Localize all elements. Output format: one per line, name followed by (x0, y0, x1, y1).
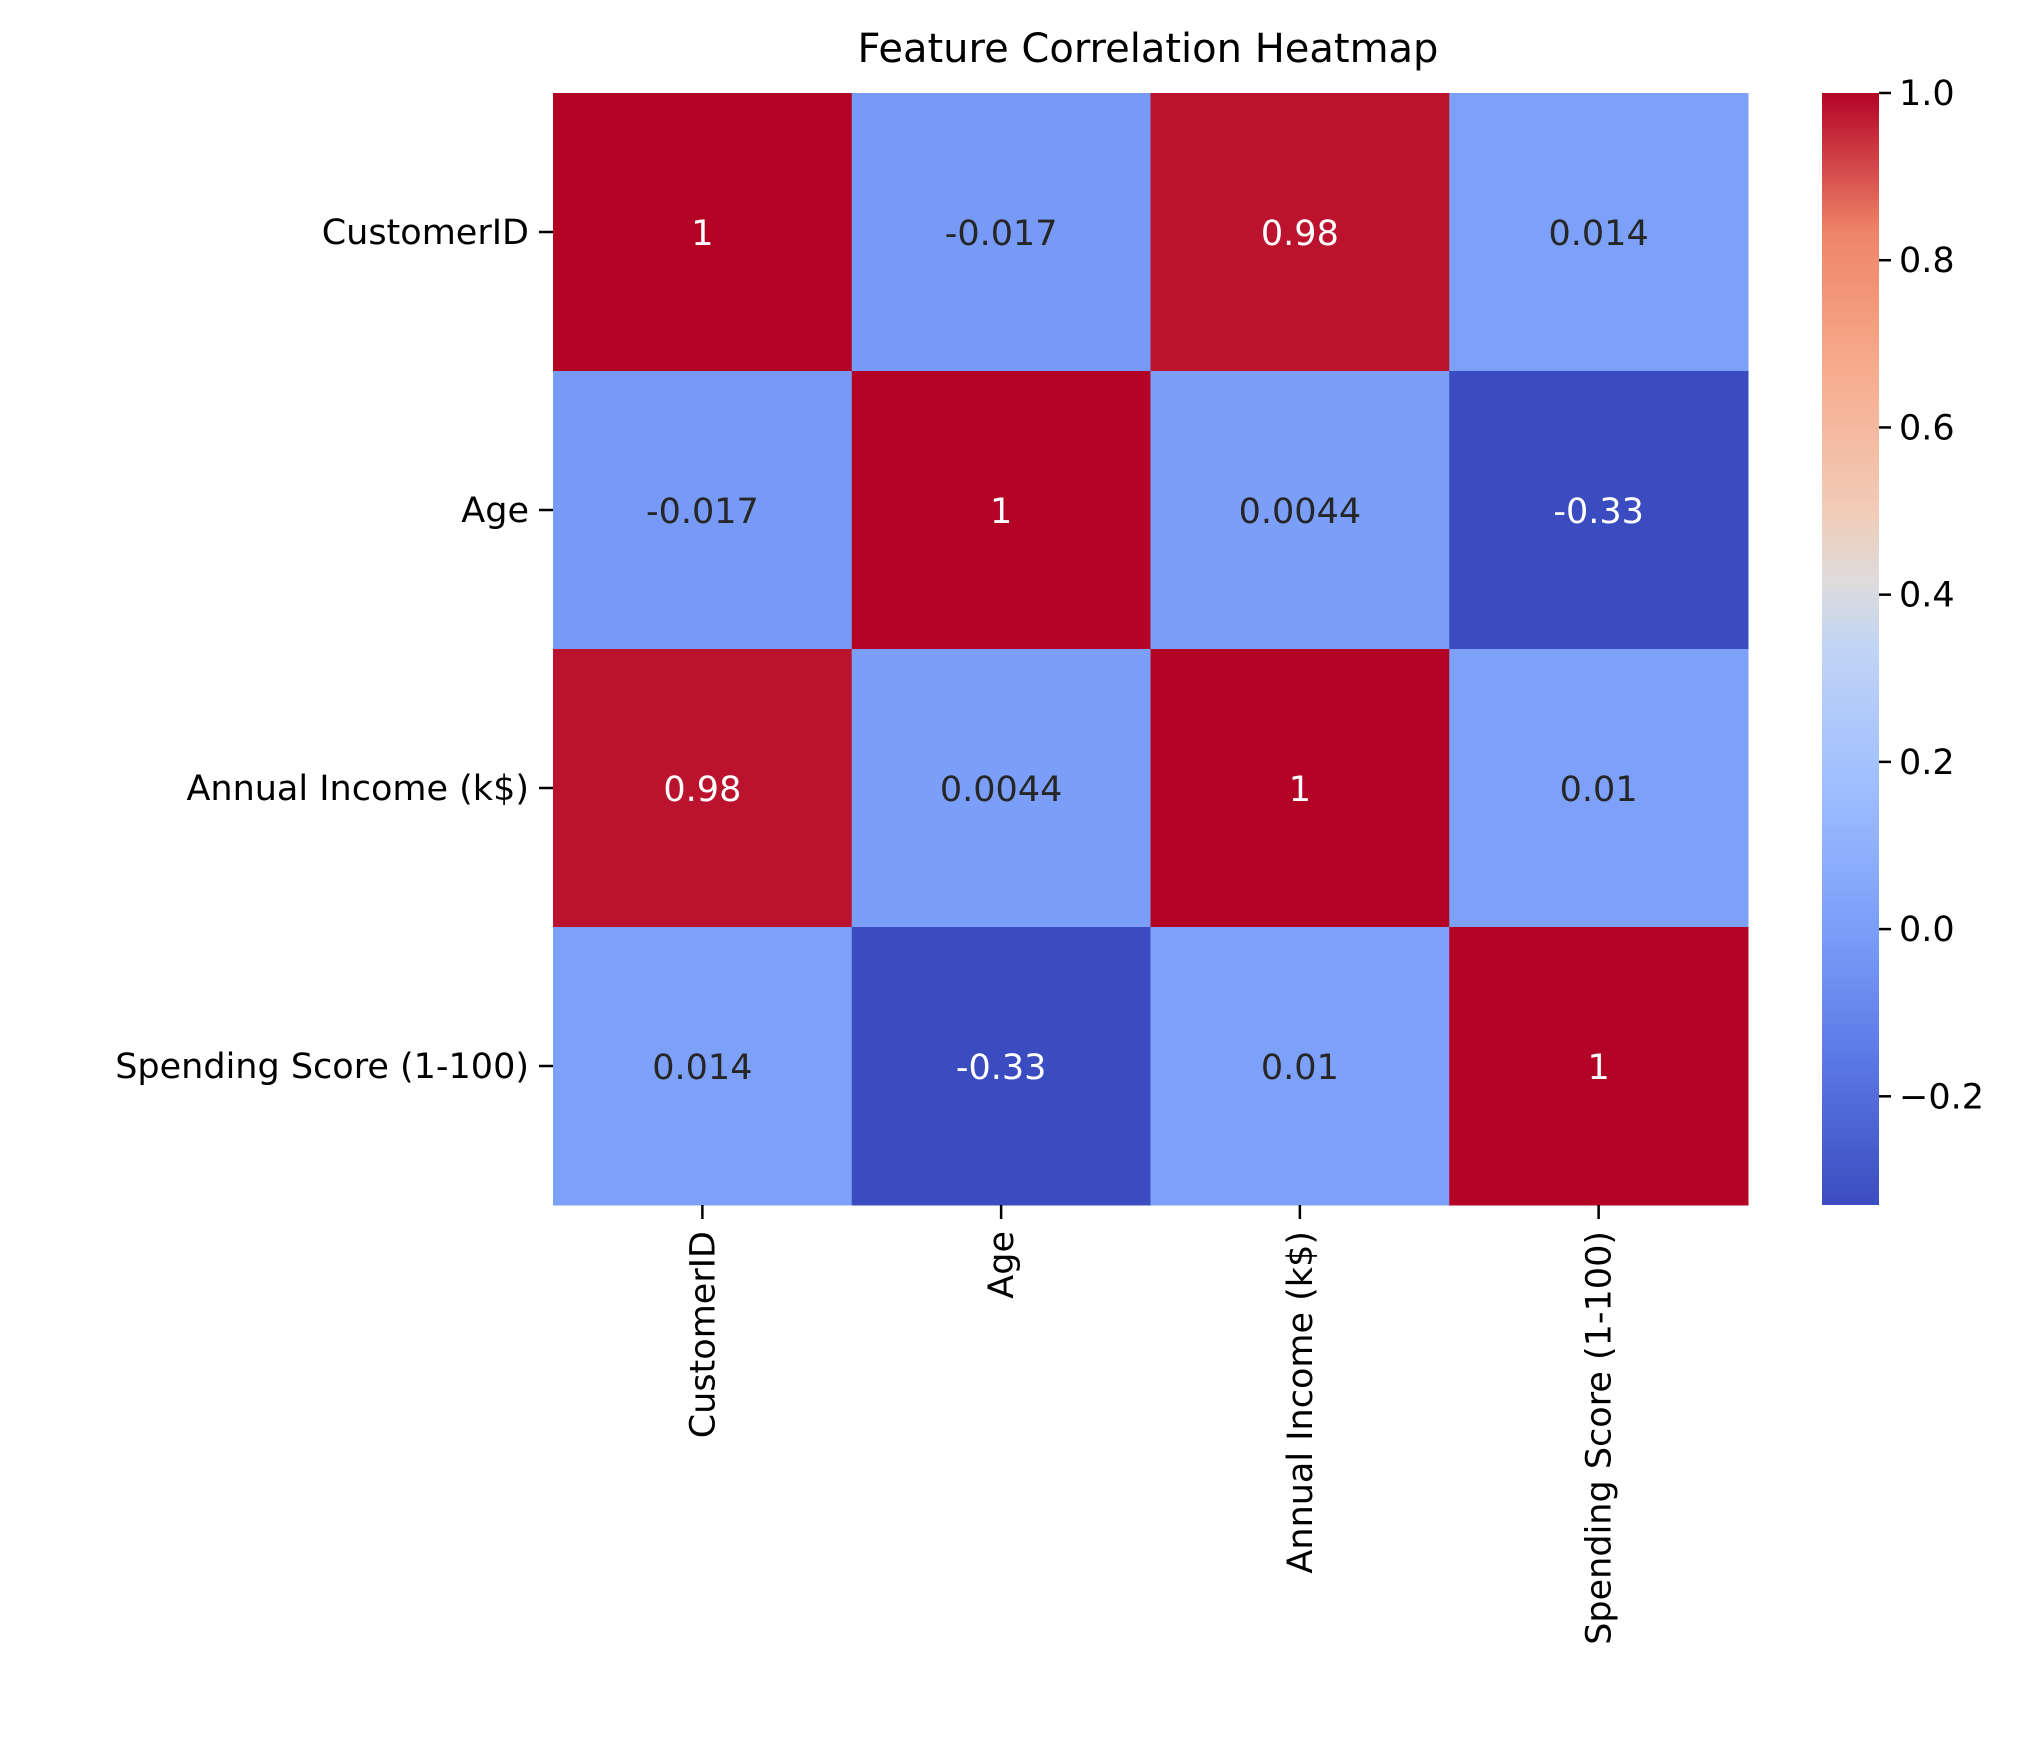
cell-value-label: -0.33 (956, 1048, 1047, 1088)
colorbar-tick-label: 0.6 (1899, 408, 1955, 448)
cell-value-label: 1 (1587, 1048, 1609, 1088)
heatmap-cell (851, 927, 1151, 1206)
row-tick-label: Age (461, 491, 529, 531)
colorbar (1822, 93, 1879, 1205)
column-tick-label: Age (982, 1231, 1022, 1299)
cell-value-label: 1 (691, 214, 713, 254)
cell-value-label: 0.98 (663, 770, 741, 810)
colorbar-axis: 1.0 0.8 0.6 0.4 0.2 0.0 −0.2 (1879, 74, 1984, 1117)
colorbar-tick-label: 0.2 (1899, 743, 1955, 783)
row-axis: CustomerID Age Annual Income (k$) Spending … (115, 213, 553, 1087)
cell-value-label: -0.017 (646, 492, 759, 532)
cell-value-label: 1 (990, 492, 1012, 532)
colorbar-tick-label: 1.0 (1899, 74, 1955, 114)
heatmap-cell (1150, 371, 1450, 650)
heatmap-cell (1150, 93, 1450, 372)
heatmap-cell (1449, 649, 1749, 928)
cell-value-label: 0.014 (652, 1048, 752, 1088)
heatmap-cell (851, 93, 1151, 372)
colorbar-tick-label: 0.8 (1899, 241, 1955, 281)
cell-value-label: 1 (1289, 770, 1311, 810)
row-tick-label: Annual Income (k$) (186, 769, 529, 809)
cell-value-label: 0.01 (1560, 770, 1638, 810)
cell-value-label: 0.014 (1549, 214, 1649, 254)
row-tick-label: Spending Score (1-100) (115, 1047, 529, 1087)
heatmap-cell (1449, 371, 1749, 650)
chart-title: Feature Correlation Heatmap (858, 26, 1439, 72)
cell-value-label: 0.01 (1261, 1048, 1339, 1088)
column-tick-label: Annual Income (k$) (1281, 1231, 1321, 1574)
heatmap-cell (553, 927, 853, 1206)
colorbar-tick-label: 0.4 (1899, 576, 1955, 616)
column-axis: CustomerID Age Annual Income (k$) Spending … (683, 1205, 1620, 1645)
row-tick-label: CustomerID (322, 213, 529, 253)
heatmap-cells (553, 93, 1749, 1206)
heatmap-cell (851, 649, 1151, 928)
heatmap-cell (1449, 927, 1749, 1206)
cell-value-label: -0.017 (945, 214, 1058, 254)
heatmap-cell-annotations: 1 -0.017 0.98 0.014 -0.017 1 0.0044 -0.33 0.98 0.… (646, 214, 1649, 1088)
heatmap-cell (851, 371, 1151, 650)
heatmap-cell (553, 649, 853, 928)
cell-value-label: -0.33 (1553, 492, 1644, 532)
heatmap-cell (1150, 927, 1450, 1206)
heatmap-cell (1449, 93, 1749, 372)
heatmap-cell (553, 93, 853, 372)
column-tick-label: CustomerID (683, 1231, 723, 1438)
cell-value-label: 0.0044 (1239, 492, 1361, 532)
cell-value-label: 0.0044 (940, 770, 1062, 810)
cell-value-label: 0.98 (1261, 214, 1339, 254)
heatmap-cell (1150, 649, 1450, 928)
column-tick-label: Spending Score (1-100) (1580, 1231, 1620, 1645)
colorbar-tick-label: 0.0 (1899, 910, 1955, 950)
colorbar-tick-label: −0.2 (1899, 1077, 1984, 1117)
heatmap-cell (553, 371, 853, 650)
